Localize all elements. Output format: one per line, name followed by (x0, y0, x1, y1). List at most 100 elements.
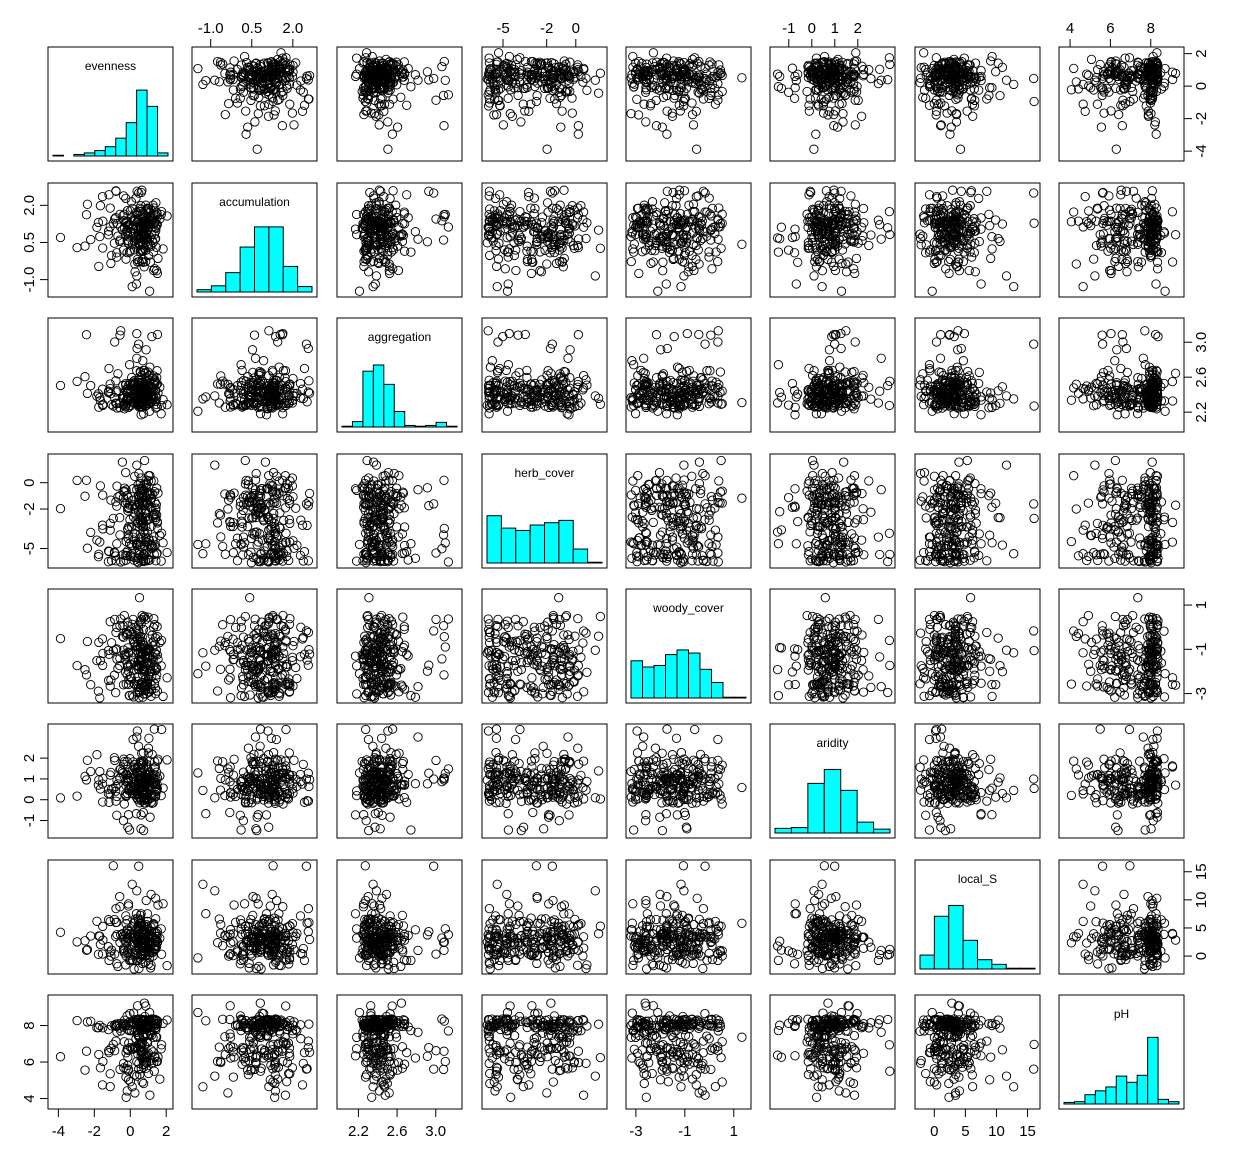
data-point (220, 68, 230, 79)
data-point (514, 367, 524, 378)
data-point (648, 48, 659, 58)
data-point (232, 98, 243, 108)
data-point (210, 391, 220, 401)
data-point (270, 106, 280, 116)
data-point (1147, 186, 1157, 196)
data-point (688, 120, 699, 130)
data-point (936, 330, 946, 340)
data-point (80, 241, 90, 251)
data-point (942, 108, 952, 118)
data-point (503, 93, 513, 103)
data-point (362, 68, 372, 78)
data-point (705, 209, 715, 219)
panel-accumulation-vs-aggregation (336, 182, 463, 298)
data-point (840, 367, 850, 377)
data-point (542, 198, 553, 208)
data-point (632, 94, 642, 104)
data-point (198, 79, 208, 90)
data-point (241, 129, 251, 139)
data-point (850, 337, 860, 347)
data-point (545, 93, 555, 103)
data-point (383, 144, 393, 154)
panel-frame (47, 46, 174, 162)
data-point (1121, 343, 1132, 354)
data-point (772, 398, 783, 408)
histogram-bar (239, 246, 255, 293)
data-point (1152, 264, 1163, 274)
data-point (193, 406, 203, 416)
data-point (866, 394, 876, 404)
panel-frame (47, 317, 174, 433)
data-point (1029, 401, 1039, 411)
data-point (846, 191, 856, 201)
data-point (241, 106, 251, 116)
data-point (974, 236, 984, 247)
data-point (976, 410, 986, 420)
data-point (554, 87, 564, 97)
data-point (672, 362, 683, 372)
data-point (245, 79, 255, 89)
data-point (884, 400, 895, 411)
data-point (955, 144, 966, 154)
panel-aggregation-vs-local_S (914, 317, 1041, 433)
data-point (267, 68, 278, 79)
data-point (1111, 144, 1121, 154)
data-point (772, 69, 783, 79)
data-point (371, 111, 381, 121)
data-point (824, 356, 835, 366)
data-point (379, 83, 390, 94)
data-point (876, 234, 886, 244)
data-point (982, 186, 992, 196)
data-point (236, 72, 247, 82)
data-point (392, 122, 403, 132)
data-point (1114, 109, 1124, 120)
data-point (969, 101, 980, 111)
data-point (224, 98, 234, 109)
data-point (1140, 326, 1150, 336)
data-point (93, 217, 104, 228)
data-point (494, 238, 504, 248)
data-point (1112, 410, 1122, 420)
data-point (532, 90, 542, 101)
data-point (361, 106, 371, 116)
histogram-bar (404, 424, 416, 428)
data-point (235, 93, 245, 103)
data-point (595, 243, 606, 253)
data-point (268, 96, 278, 107)
data-point (220, 109, 230, 120)
data-point (593, 225, 604, 235)
data-point (370, 72, 380, 82)
data-point (216, 371, 226, 381)
data-point (492, 281, 502, 292)
data-point (1111, 83, 1121, 93)
data-point (1160, 286, 1170, 296)
data-point (776, 222, 787, 232)
data-point (1069, 63, 1079, 74)
panel-evenness-vs-herb_cover (481, 46, 608, 162)
data-point (277, 121, 288, 131)
panel-evenness-vs-accumulation (191, 46, 318, 162)
data-point (246, 95, 256, 106)
data-point (422, 237, 433, 247)
data-point (431, 214, 441, 224)
data-point (383, 117, 393, 127)
data-point (504, 328, 514, 339)
data-point (787, 232, 798, 243)
data-point (484, 53, 494, 63)
data-point (1084, 206, 1094, 216)
data-point (787, 63, 798, 73)
data-point (424, 75, 434, 85)
data-point (104, 363, 114, 374)
data-point (809, 271, 819, 281)
data-point (542, 144, 552, 154)
data-point (402, 100, 412, 110)
data-point (80, 372, 90, 382)
data-point (1029, 96, 1039, 107)
histogram-bar (425, 424, 437, 428)
data-point (81, 330, 92, 340)
data-point (384, 56, 395, 67)
data-point (629, 239, 639, 249)
histogram-bar (136, 89, 148, 157)
data-point (55, 380, 66, 391)
data-point (776, 392, 787, 402)
